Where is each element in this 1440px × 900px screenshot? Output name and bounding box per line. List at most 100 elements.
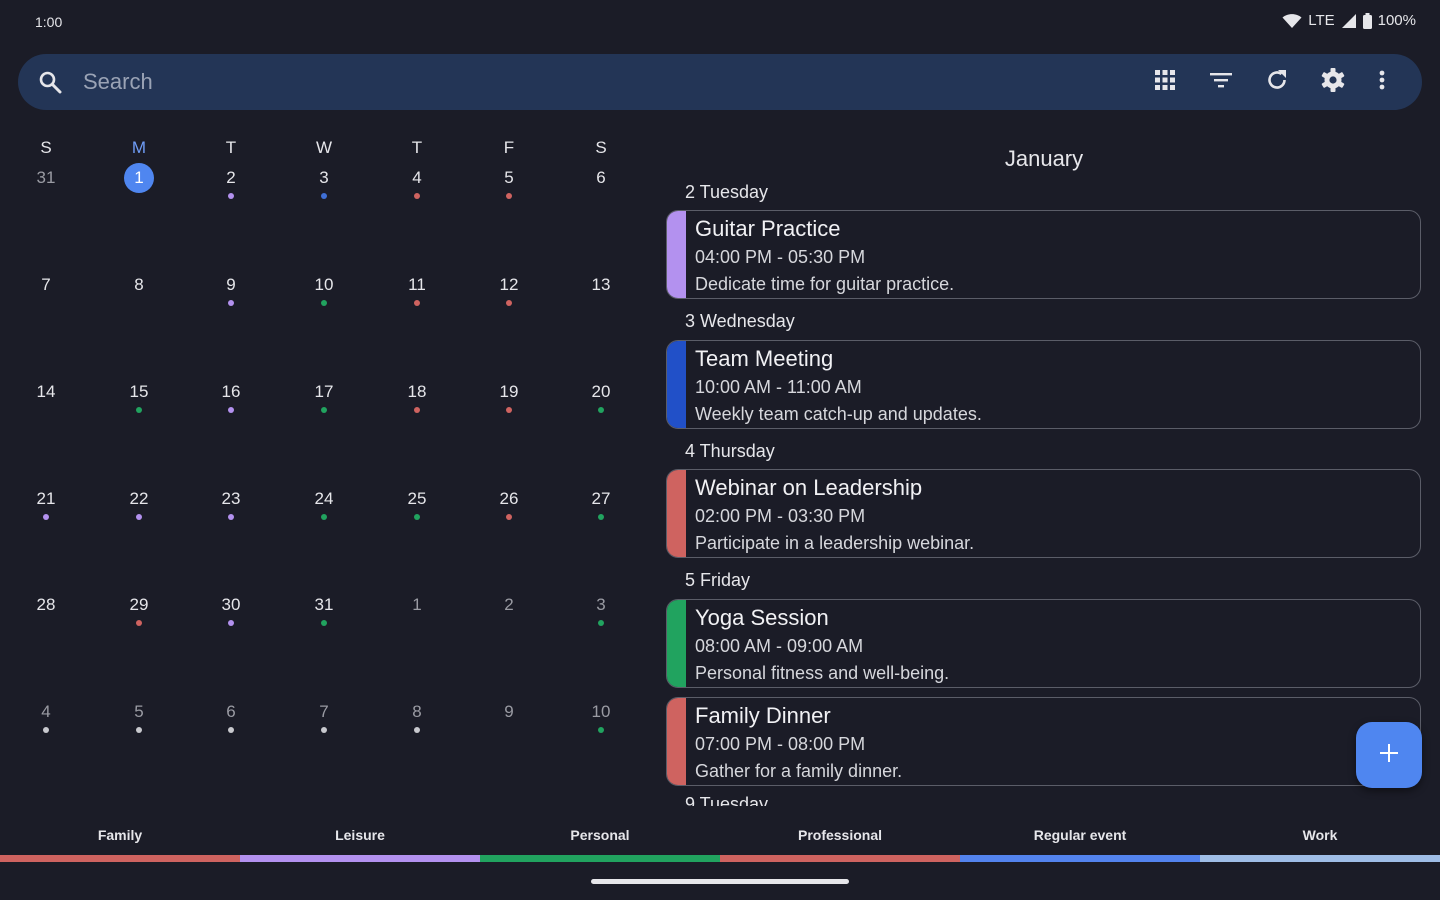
- weekday-header: T: [411, 138, 423, 157]
- day-cell[interactable]: 19: [479, 377, 539, 437]
- day-number: 29: [129, 595, 149, 614]
- event-card[interactable]: Family Dinner 07:00 PM - 08:00 PM Gather f…: [666, 697, 1421, 786]
- day-number: 26: [499, 489, 519, 508]
- agenda-date-header: 9 Tuesday: [685, 794, 769, 806]
- day-number: 22: [129, 489, 149, 508]
- legend-item[interactable]: Personal: [480, 812, 720, 864]
- event-dot: [506, 407, 512, 413]
- event-dot: [414, 193, 420, 199]
- legend-item[interactable]: Work: [1200, 812, 1440, 864]
- day-cell[interactable]: 10: [294, 270, 354, 330]
- day-cell-today[interactable]: 1: [109, 163, 169, 223]
- event-dot: [598, 727, 604, 733]
- home-indicator[interactable]: [591, 879, 849, 884]
- event-card[interactable]: Team Meeting 10:00 AM - 11:00 AM Weekly te…: [666, 340, 1421, 429]
- day-number: 17: [314, 382, 334, 401]
- plus-icon: [1379, 743, 1399, 768]
- weekday-header: T: [225, 138, 237, 157]
- day-cell[interactable]: 6: [571, 163, 631, 223]
- day-cell[interactable]: 28: [16, 590, 76, 650]
- day-cell[interactable]: 1: [387, 590, 447, 650]
- agenda-list[interactable]: 2 Tuesday Guitar Practice 04:00 PM - 05:30…: [660, 180, 1430, 806]
- day-cell[interactable]: 29: [109, 590, 169, 650]
- day-cell[interactable]: 11: [387, 270, 447, 330]
- search-icon[interactable]: [38, 70, 62, 99]
- day-cell[interactable]: 10: [571, 697, 631, 757]
- event-dot: [228, 727, 234, 733]
- apps-grid-button[interactable]: [1149, 66, 1181, 98]
- day-cell[interactable]: 22: [109, 484, 169, 544]
- day-number: 10: [591, 702, 611, 721]
- legend-item[interactable]: Leisure: [240, 812, 480, 864]
- event-card[interactable]: Webinar on Leadership 02:00 PM - 03:30 PM…: [666, 469, 1421, 558]
- event-dot: [228, 407, 234, 413]
- day-cell[interactable]: 31: [16, 163, 76, 223]
- legend-label: Leisure: [335, 827, 385, 843]
- event-title: Team Meeting: [695, 346, 834, 371]
- day-cell[interactable]: 14: [16, 377, 76, 437]
- event-card[interactable]: Guitar Practice 04:00 PM - 05:30 PM Dedica…: [666, 210, 1421, 299]
- refresh-button[interactable]: [1261, 66, 1293, 98]
- more-options-button[interactable]: [1366, 66, 1398, 98]
- day-cell[interactable]: 31: [294, 590, 354, 650]
- day-cell[interactable]: 12: [479, 270, 539, 330]
- day-cell[interactable]: 2: [479, 590, 539, 650]
- legend-item[interactable]: Regular event: [960, 812, 1200, 864]
- filter-button[interactable]: [1205, 66, 1237, 98]
- day-number: 12: [499, 275, 519, 294]
- day-cell[interactable]: 18: [387, 377, 447, 437]
- day-cell[interactable]: 26: [479, 484, 539, 544]
- day-cell[interactable]: 5: [109, 697, 169, 757]
- event-description: Dedicate time for guitar practice.: [695, 274, 955, 294]
- day-cell[interactable]: 7: [16, 270, 76, 330]
- day-number: 6: [226, 702, 236, 721]
- day-cell[interactable]: 13: [571, 270, 631, 330]
- day-number: 1: [124, 163, 154, 193]
- day-cell[interactable]: 4: [387, 163, 447, 223]
- day-cell[interactable]: 6: [201, 697, 261, 757]
- day-number: 8: [134, 275, 144, 294]
- day-cell[interactable]: 30: [201, 590, 261, 650]
- event-dot: [321, 193, 327, 199]
- event-card[interactable]: Yoga Session 08:00 AM - 09:00 AM Personal …: [666, 599, 1421, 688]
- event-description: Participate in a leadership webinar.: [695, 533, 975, 553]
- day-number: 19: [499, 382, 519, 401]
- day-cell[interactable]: 20: [571, 377, 631, 437]
- day-cell[interactable]: 8: [387, 697, 447, 757]
- status-icons: LTE 100%: [1282, 12, 1416, 29]
- legend-item[interactable]: Professional: [720, 812, 960, 864]
- signal-icon: [1341, 13, 1357, 29]
- day-cell[interactable]: 3: [294, 163, 354, 223]
- day-cell[interactable]: 21: [16, 484, 76, 544]
- day-number: 5: [134, 702, 144, 721]
- day-cell[interactable]: 23: [201, 484, 261, 544]
- settings-button[interactable]: [1317, 66, 1349, 98]
- search-input[interactable]: [83, 66, 683, 98]
- event-description: Weekly team catch-up and updates.: [695, 404, 982, 424]
- legend-color-bar: [1200, 855, 1440, 862]
- day-cell[interactable]: 16: [201, 377, 261, 437]
- day-cell[interactable]: 27: [571, 484, 631, 544]
- day-cell[interactable]: 9: [479, 697, 539, 757]
- agenda-date-header: 3 Wednesday: [685, 311, 795, 331]
- day-cell[interactable]: 2: [201, 163, 261, 223]
- day-cell[interactable]: 24: [294, 484, 354, 544]
- legend-item[interactable]: Family: [0, 812, 240, 864]
- day-number: 14: [36, 382, 56, 401]
- day-cell[interactable]: 17: [294, 377, 354, 437]
- day-number: 24: [314, 489, 334, 508]
- day-cell[interactable]: 25: [387, 484, 447, 544]
- event-category-stripe: [667, 600, 686, 687]
- day-cell[interactable]: 9: [201, 270, 261, 330]
- day-cell[interactable]: 15: [109, 377, 169, 437]
- event-dot: [43, 727, 49, 733]
- day-cell[interactable]: 8: [109, 270, 169, 330]
- event-dot: [321, 407, 327, 413]
- day-cell[interactable]: 5: [479, 163, 539, 223]
- add-event-button[interactable]: [1356, 722, 1422, 788]
- day-cell[interactable]: 7: [294, 697, 354, 757]
- day-cell[interactable]: 3: [571, 590, 631, 650]
- day-cell[interactable]: 4: [16, 697, 76, 757]
- event-dot: [506, 193, 512, 199]
- event-dot: [228, 300, 234, 306]
